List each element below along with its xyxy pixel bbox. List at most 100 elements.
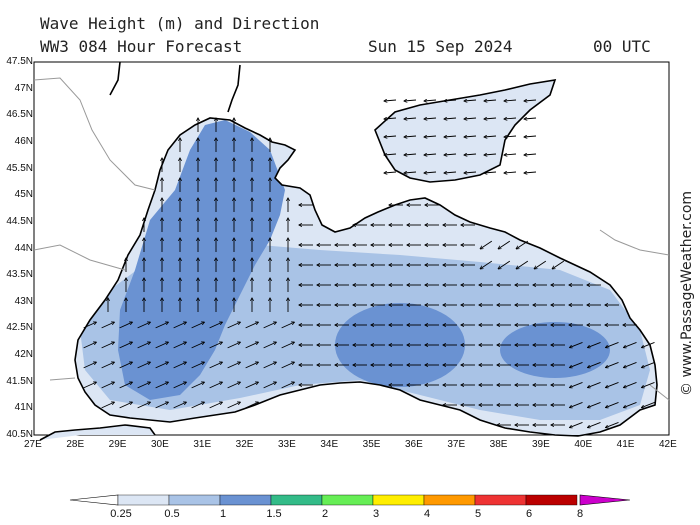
wave-arrow <box>498 260 511 269</box>
coastline <box>39 61 658 441</box>
wave-arrow <box>588 361 601 367</box>
wave-arrow <box>209 382 223 389</box>
wave-arrow <box>227 402 241 409</box>
wave-arrow <box>588 401 601 407</box>
colorbar-swatch <box>168 494 221 506</box>
wave-arrow <box>404 100 417 101</box>
lon-label: 35E <box>362 439 381 450</box>
wave-arrow <box>404 118 417 119</box>
wave-arrow <box>404 154 417 155</box>
credit-watermark: © www.PassageWeather.com <box>679 190 695 396</box>
wave-arrow <box>83 342 97 349</box>
wave-arrow <box>137 362 151 369</box>
wave-arrow <box>404 136 417 137</box>
lat-label: 46.5N <box>6 109 33 121</box>
lat-label: 45N <box>14 189 33 201</box>
lat-label: 44.5N <box>6 215 33 227</box>
wave-arrow <box>484 172 497 173</box>
colorbar-label: 0.25 <box>110 508 132 520</box>
forecast-model: WW3 084 Hour Forecast <box>40 37 243 56</box>
lon-label: 36E <box>405 439 423 450</box>
wave-arrow <box>384 100 397 101</box>
wave-arrow <box>119 342 133 349</box>
lon-label: 29E <box>108 439 127 450</box>
wave-arrow <box>484 136 497 137</box>
wave-arrow <box>642 381 655 387</box>
wave-arrow <box>464 118 477 119</box>
wave-arrow <box>552 260 565 269</box>
colorbar-swatch <box>423 494 476 506</box>
wave-arrow <box>588 381 601 387</box>
country-borders <box>33 77 670 401</box>
wave-arrow <box>606 381 619 387</box>
wave-arrow <box>642 341 655 347</box>
wave-arrow <box>570 381 583 387</box>
colorbar-label: 0.5 <box>164 508 180 520</box>
wave-arrow <box>155 342 169 349</box>
wave-arrow <box>484 100 497 101</box>
colorbar-swatch <box>372 494 425 506</box>
wave-arrow <box>570 361 583 367</box>
wave-arrow <box>516 260 529 269</box>
wave-arrow <box>209 402 223 409</box>
lat-label: 41N <box>14 402 33 414</box>
wave-arrow <box>83 382 97 389</box>
colorbar-label: 6 <box>525 508 533 520</box>
wave-arrow <box>588 421 601 427</box>
wave-arrow <box>504 100 517 101</box>
wave-arrow <box>83 362 97 369</box>
wave-arrow <box>155 362 169 369</box>
wave-arrow <box>191 362 205 369</box>
wave-arrow <box>524 136 537 137</box>
lon-label: 40E <box>574 439 593 450</box>
wave-arrow <box>209 342 223 349</box>
wave-arrow <box>524 118 537 119</box>
sea-of-marmara <box>40 425 155 440</box>
wave-arrow <box>119 362 133 369</box>
forecast-date: Sun 15 Sep 2024 <box>368 37 513 56</box>
wave-arrow <box>245 402 259 409</box>
colorbar-min-triangle <box>69 494 119 506</box>
colorbar-swatch <box>117 494 170 506</box>
wave-arrow <box>101 342 115 349</box>
wave-arrow <box>588 341 601 347</box>
wave-arrow <box>227 322 241 329</box>
lat-label: 42N <box>14 349 33 361</box>
lon-label: 34E <box>320 439 339 450</box>
wave-arrow <box>504 136 517 137</box>
colorbar-label: 8 <box>576 508 584 520</box>
wave-arrow <box>281 382 295 389</box>
colorbar-label: 1.5 <box>266 508 282 520</box>
wave-arrow <box>464 136 477 137</box>
wave-arrow <box>444 118 457 119</box>
wave-arrow <box>281 322 295 329</box>
wave-arrow <box>624 401 637 407</box>
lon-label: 28E <box>66 439 85 450</box>
wave-arrow <box>263 342 277 349</box>
wave-arrow <box>263 382 277 389</box>
wave-arrow <box>101 382 115 389</box>
wave-arrow <box>263 362 277 369</box>
wave-arrow <box>464 172 477 173</box>
wave-arrow <box>424 154 437 155</box>
lat-label: 47.5N <box>6 56 33 67</box>
lat-label: 45.5N <box>6 162 33 174</box>
colorbar <box>69 494 631 506</box>
lat-label: 42.5N <box>6 322 33 334</box>
lon-label: 37E <box>447 439 466 450</box>
wave-arrow <box>191 382 205 389</box>
colorbar-label: 3 <box>372 508 380 520</box>
colorbar-max-triangle <box>579 494 631 506</box>
lon-label: 32E <box>235 439 254 450</box>
lon-label: 41E <box>616 439 635 450</box>
wave-arrow <box>173 362 187 369</box>
wave-arrow <box>101 362 115 369</box>
lat-label: 41.5N <box>6 375 33 387</box>
wave-arrow <box>173 402 187 409</box>
lat-label: 44N <box>14 242 33 254</box>
lon-label: 38E <box>489 439 508 450</box>
wave-arrow <box>83 322 97 329</box>
wave-arrow <box>534 260 547 269</box>
wave-arrow <box>137 402 151 409</box>
